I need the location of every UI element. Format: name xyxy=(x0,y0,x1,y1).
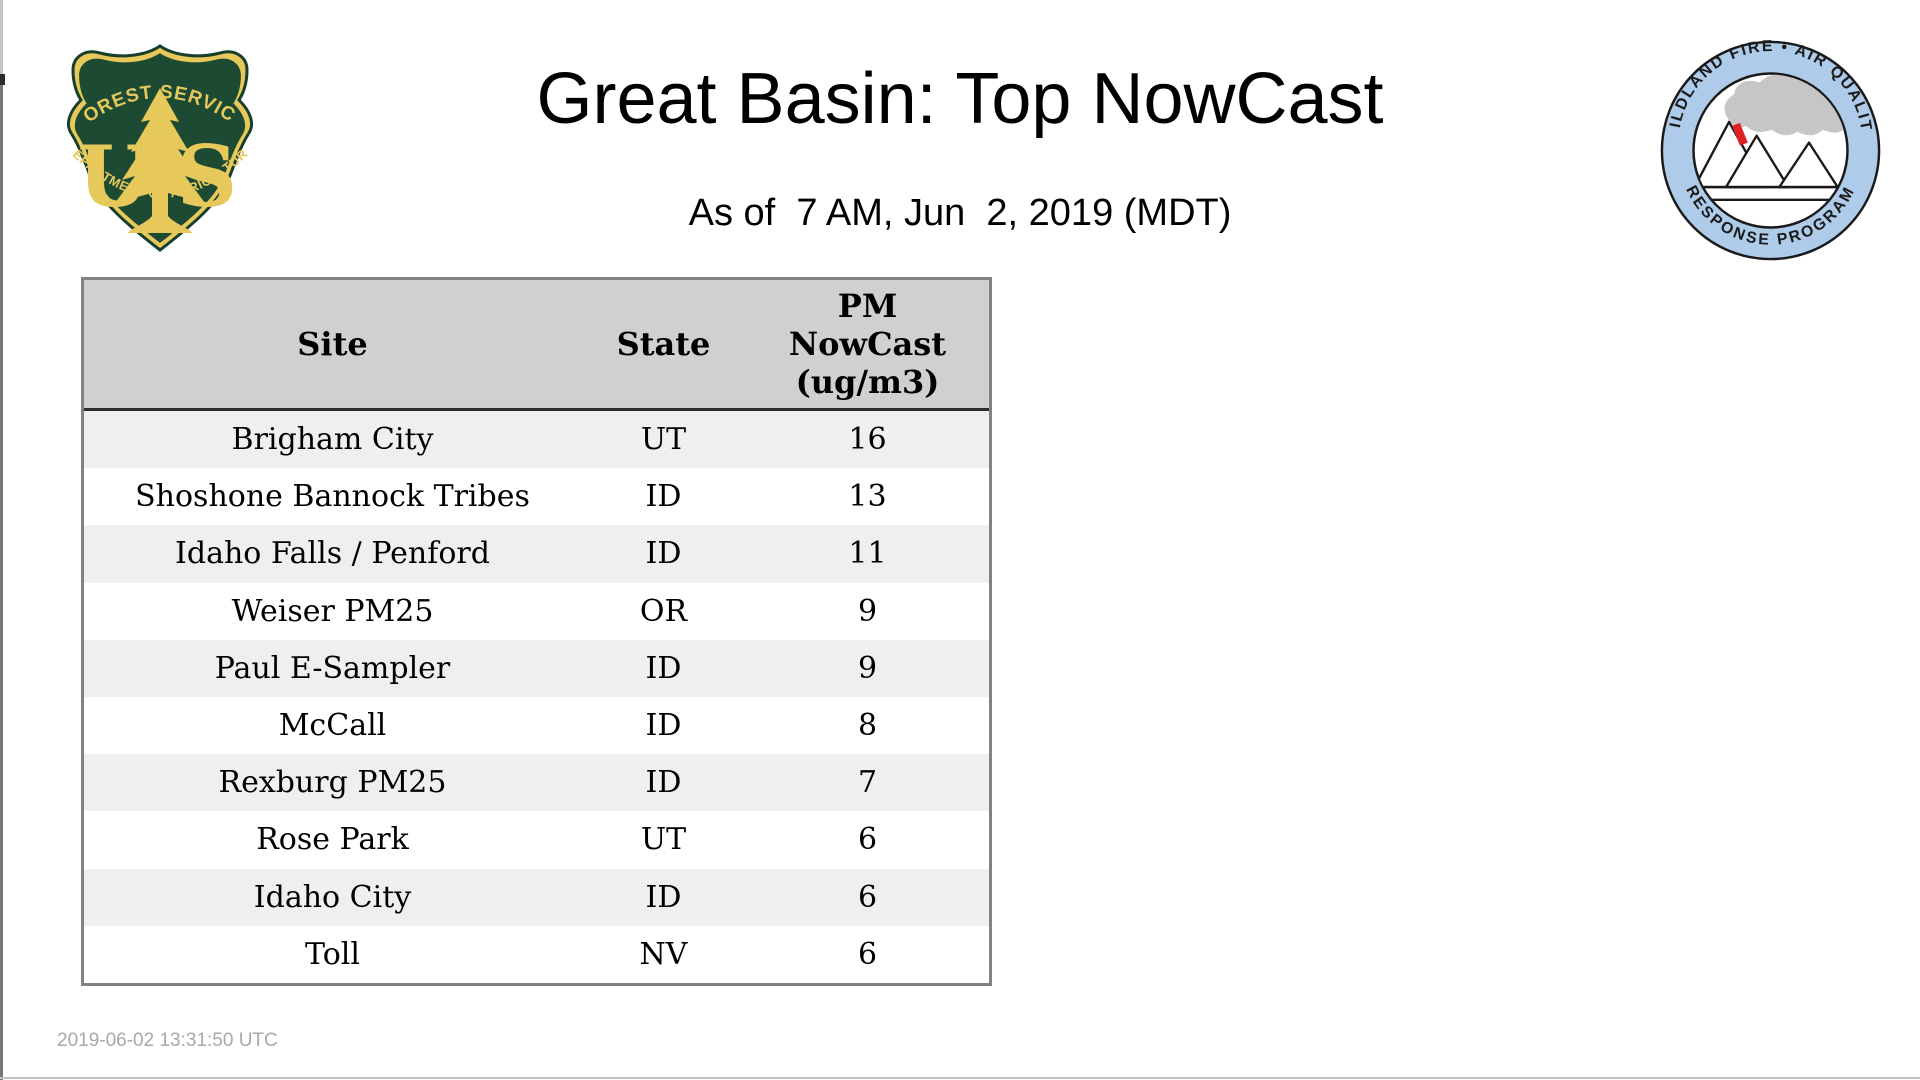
screen-edge-artifact xyxy=(0,85,3,1080)
table-header-row: Site State PM NowCast (ug/m3) xyxy=(84,280,989,411)
pm-nowcast-cell: 9 xyxy=(857,650,878,686)
table-row: Brigham City UT 16 xyxy=(84,411,989,469)
state-cell: ID xyxy=(645,536,682,572)
state-cell: ID xyxy=(645,650,682,686)
state-cell: OR xyxy=(639,593,688,629)
pm-nowcast-cell: 13 xyxy=(848,479,887,515)
site-cell: Paul E-Sampler xyxy=(214,650,451,686)
table-row: Weiser PM25 OR 9 xyxy=(84,582,989,640)
wildland-fire-air-quality-badge-icon: WILDLAND FIRE • AIR QUALITY RESPONSE PRO… xyxy=(1657,37,1881,261)
pm-nowcast-cell: 9 xyxy=(857,593,878,629)
fire-mark-icon xyxy=(1732,122,1748,146)
pm-header-line-1: PM xyxy=(837,287,898,325)
screen-edge-artifact xyxy=(0,1077,1920,1079)
pm-nowcast-cell: 6 xyxy=(857,822,878,858)
table-row: Rexburg PM25 ID 7 xyxy=(84,754,989,812)
screen-edge-artifact xyxy=(0,74,5,85)
site-column-header: Site xyxy=(297,325,368,363)
pm-nowcast-cell: 7 xyxy=(857,765,878,801)
pm-header-line-2: NowCast xyxy=(788,325,947,363)
site-cell: Rose Park xyxy=(256,822,409,858)
screen-edge-artifact xyxy=(0,0,3,76)
state-cell: UT xyxy=(640,822,687,858)
site-cell: Weiser PM25 xyxy=(231,593,434,629)
pm-nowcast-cell: 6 xyxy=(857,936,878,972)
nowcast-table: Site State PM NowCast (ug/m3) Brigham Ci… xyxy=(81,277,992,986)
site-cell: Idaho Falls / Penford xyxy=(175,536,490,572)
site-cell: Toll xyxy=(305,936,360,972)
site-cell: Brigham City xyxy=(231,422,434,458)
state-column-header: State xyxy=(616,325,711,363)
pm-nowcast-cell: 6 xyxy=(857,879,878,915)
pm-nowcast-cell: 8 xyxy=(857,708,878,744)
table-row: Toll NV 6 xyxy=(84,925,989,983)
state-cell: ID xyxy=(645,479,682,515)
pine-tree-icon xyxy=(115,88,205,233)
pm-nowcast-column-header: PM NowCast (ug/m3) xyxy=(746,280,989,408)
table-row: Paul E-Sampler ID 9 xyxy=(84,639,989,697)
table-row: Rose Park UT 6 xyxy=(84,811,989,869)
pm-header-line-3: (ug/m3) xyxy=(795,363,940,401)
state-cell: ID xyxy=(645,879,682,915)
page-subtitle: As of 7 AM, Jun 2, 2019 (MDT) xyxy=(688,192,1232,234)
state-cell: NV xyxy=(639,936,688,972)
page-title: Great Basin: Top NowCast xyxy=(536,59,1384,139)
state-cell: ID xyxy=(645,708,682,744)
site-cell: Shoshone Bannock Tribes xyxy=(135,479,530,515)
table-row: McCall ID 8 xyxy=(84,696,989,755)
state-cell: UT xyxy=(640,422,687,458)
pm-nowcast-cell: 11 xyxy=(848,536,887,572)
site-cell: McCall xyxy=(278,708,387,744)
table-row: Idaho City ID 6 xyxy=(84,868,989,926)
table-body: Brigham City UT 16 Shoshone Bannock Tribes I… xyxy=(84,411,989,983)
state-cell: ID xyxy=(645,765,682,801)
site-cell: Idaho City xyxy=(253,879,412,915)
pm-nowcast-cell: 16 xyxy=(848,422,887,458)
table-row: Idaho Falls / Penford ID 11 xyxy=(84,525,989,583)
generation-timestamp: 2019-06-02 13:31:50 UTC xyxy=(57,1030,278,1051)
table-row: Shoshone Bannock Tribes ID 13 xyxy=(84,468,989,526)
site-cell: Rexburg PM25 xyxy=(218,765,447,801)
